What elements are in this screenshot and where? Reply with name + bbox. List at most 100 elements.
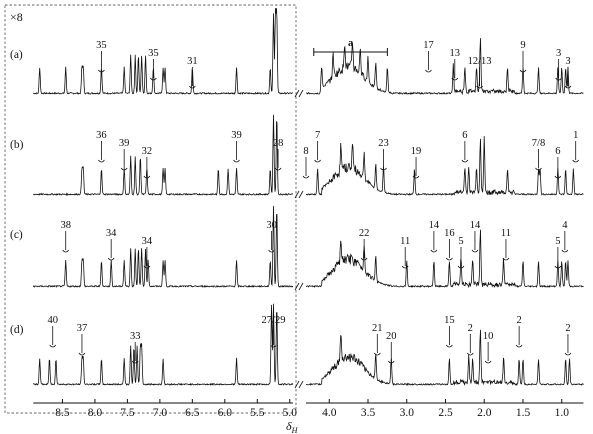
peak-bracket	[535, 167, 542, 171]
peak-label: 28	[273, 138, 284, 149]
x-tick-label: 1.0	[555, 407, 570, 419]
peak-annotation: 27/29	[262, 315, 285, 348]
peak-bracket	[360, 257, 368, 261]
peak-bracket	[572, 159, 580, 163]
peak-label: 7	[315, 130, 320, 141]
spectrum-trace	[306, 38, 584, 96]
peak-bracket	[274, 167, 282, 171]
peak-bracket	[554, 175, 562, 179]
x-tick-label: 6.0	[218, 407, 233, 419]
peak-annotation: 3	[564, 56, 572, 89]
peak-annotation: 14	[470, 220, 481, 253]
peak-annotation: 15	[444, 315, 455, 348]
peak-bracket	[561, 249, 569, 253]
peak-label: 35	[96, 40, 107, 51]
peak-bracket	[380, 167, 387, 171]
x-tick-label: 6.5	[185, 407, 200, 419]
spectrum-trace	[32, 205, 294, 288]
peak-label: 12/13	[468, 56, 492, 67]
spectrum-b: (b)	[10, 114, 584, 199]
peak-label: 37	[77, 323, 88, 334]
peak-annotation: 34	[142, 236, 153, 269]
peak-annotation: 19	[411, 146, 422, 179]
peak-bracket	[150, 77, 157, 81]
peak-bracket	[98, 69, 105, 73]
peak-label: 2	[565, 323, 570, 334]
peak-bracket	[554, 265, 562, 269]
panel-label: (d)	[10, 324, 24, 336]
peak-annotation: 8	[302, 146, 310, 179]
peak-label: 22	[359, 228, 370, 239]
peak-label: 11	[501, 228, 511, 239]
peak-annotation: 2	[564, 323, 572, 356]
peak-label: 32	[142, 146, 153, 157]
peak-label: 33	[130, 331, 141, 342]
peak-annotation: 35	[96, 40, 107, 73]
panel-label: (c)	[10, 229, 23, 241]
spectrum-trace	[32, 114, 293, 197]
peak-bracket	[49, 344, 57, 348]
peak-label: 9	[520, 40, 525, 51]
x-tick-label: 5.5	[250, 407, 265, 419]
x-axis: 8.5 8.0 7.5 7.0 6.5 6.0 5.5 5.0 4.0 3.5 3.0 2.5 2.0 1…	[33, 399, 584, 419]
peak-label: 35	[148, 48, 159, 59]
peak-label: 19	[411, 146, 422, 157]
peak-bracket	[107, 257, 115, 261]
peak-bracket	[502, 257, 510, 261]
peak-annotation: 40	[47, 315, 58, 348]
peak-label: 10	[483, 331, 494, 342]
peak-label: 39	[119, 138, 130, 149]
peak-bracket	[373, 352, 381, 356]
peak-label: 38	[60, 220, 71, 231]
peak-bracket	[430, 249, 438, 253]
peak-bracket	[387, 360, 395, 364]
peak-bracket	[425, 69, 432, 73]
peak-annotation: 16	[444, 228, 455, 261]
axis-break-mark	[294, 380, 304, 389]
peak-bracket	[189, 85, 196, 89]
peak-annotation: 1	[572, 130, 580, 163]
peak-bracket	[302, 175, 310, 179]
peak-annotation: 37	[77, 323, 88, 356]
spectrum-d: (d)	[10, 303, 584, 389]
x-tick-label: 2.0	[477, 407, 492, 419]
peak-bracket	[564, 85, 572, 89]
peak-label: 30	[266, 220, 277, 231]
peak-label: 3	[565, 56, 570, 67]
peak-label: 15	[444, 315, 455, 326]
peak-bracket	[268, 249, 275, 253]
peak-annotation: 33	[130, 331, 141, 364]
peak-label: 6	[462, 130, 467, 141]
peak-label: 7/8	[532, 138, 545, 149]
peak-annotation: 10	[483, 331, 494, 364]
axis-break-mark	[294, 282, 304, 291]
spectrum-trace	[305, 136, 584, 196]
spectrum-a: (a)	[10, 8, 584, 98]
peak-annotation: 2	[515, 315, 523, 348]
x-tick-label: 8.5	[55, 407, 70, 419]
peak-label: 34	[106, 228, 117, 239]
peak-bracket	[471, 249, 479, 253]
peak-bracket	[412, 175, 420, 179]
region-a-bracket: a	[313, 38, 388, 56]
peak-annotation: 13	[450, 48, 460, 81]
peak-label: 36	[96, 130, 107, 141]
peak-label: 16	[444, 228, 455, 239]
peak-bracket	[476, 85, 483, 89]
peak-label: 14	[429, 220, 440, 231]
peak-annotation: 38	[60, 220, 71, 253]
peak-bracket	[515, 344, 523, 348]
x-tick-label: 7.0	[153, 407, 168, 419]
peak-label: 6	[555, 146, 560, 157]
peak-annotation: 5	[554, 236, 562, 269]
peak-label: 1	[573, 130, 578, 141]
peak-bracket	[564, 352, 572, 356]
peak-label: 31	[187, 56, 198, 67]
peak-label: 21	[372, 323, 383, 334]
peak-bracket	[519, 69, 527, 73]
spectrum-trace	[305, 229, 584, 289]
peak-annotation: 35	[148, 48, 159, 81]
spectrum-c: (c)	[10, 205, 584, 291]
x-tick-label: 2.5	[438, 407, 453, 419]
